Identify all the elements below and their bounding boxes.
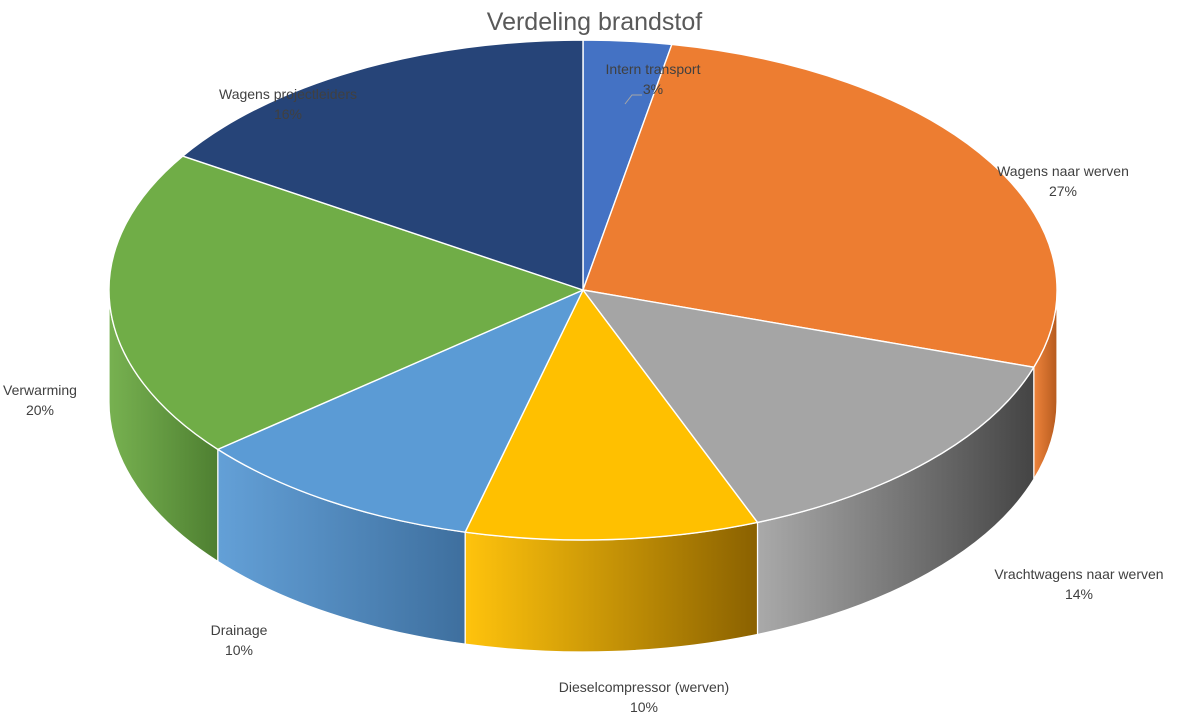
data-label-category: Vrachtwagens naar werven (994, 566, 1163, 582)
chart-title: Verdeling brandstof (486, 8, 703, 36)
data-label-2: Wagens naar werven 27% (997, 163, 1129, 199)
data-label-percent: 20% (26, 402, 54, 418)
data-label-category: Wagens naar werven (997, 163, 1129, 179)
data-label-category: Dieselcompressor (werven) (559, 679, 729, 695)
data-label-percent: 10% (225, 642, 253, 658)
pie-slice-2 (582, 43, 1058, 368)
data-label-6: Verwarming 20% (3, 382, 77, 418)
data-label-percent: 10% (630, 699, 658, 715)
data-label-percent: 27% (1049, 183, 1077, 199)
pie-slice-4 (464, 289, 759, 541)
pie-side-4 (464, 521, 759, 653)
data-label-percent: 16% (274, 106, 302, 122)
data-label-1: Intern transport 3% (606, 61, 701, 97)
pie-slice-7 (182, 39, 584, 291)
data-label-category: Wagens projectleiders (219, 86, 357, 102)
pie-slice-5 (217, 289, 584, 533)
label-leaders (624, 94, 642, 105)
pie-slice-3 (582, 289, 1035, 524)
data-label-percent: 3% (643, 81, 663, 97)
data-label-percent: 14% (1065, 586, 1093, 602)
leader-line-1 (624, 94, 642, 105)
data-label-category: Verwarming (3, 382, 77, 398)
data-label-5: Drainage 10% (211, 622, 268, 658)
data-label-category: Drainage (211, 622, 268, 638)
pie-slice-6 (108, 155, 584, 451)
data-labels: Intern transport 3% Wagens naar werven 27% V… (3, 61, 1164, 715)
pie-tops (108, 39, 1058, 541)
data-label-7: Wagens projectleiders 16% (219, 86, 357, 122)
data-label-3: Vrachtwagens naar werven 14% (994, 566, 1163, 602)
data-label-4: Dieselcompressor (werven) 10% (559, 679, 729, 715)
data-label-category: Intern transport (606, 61, 701, 77)
